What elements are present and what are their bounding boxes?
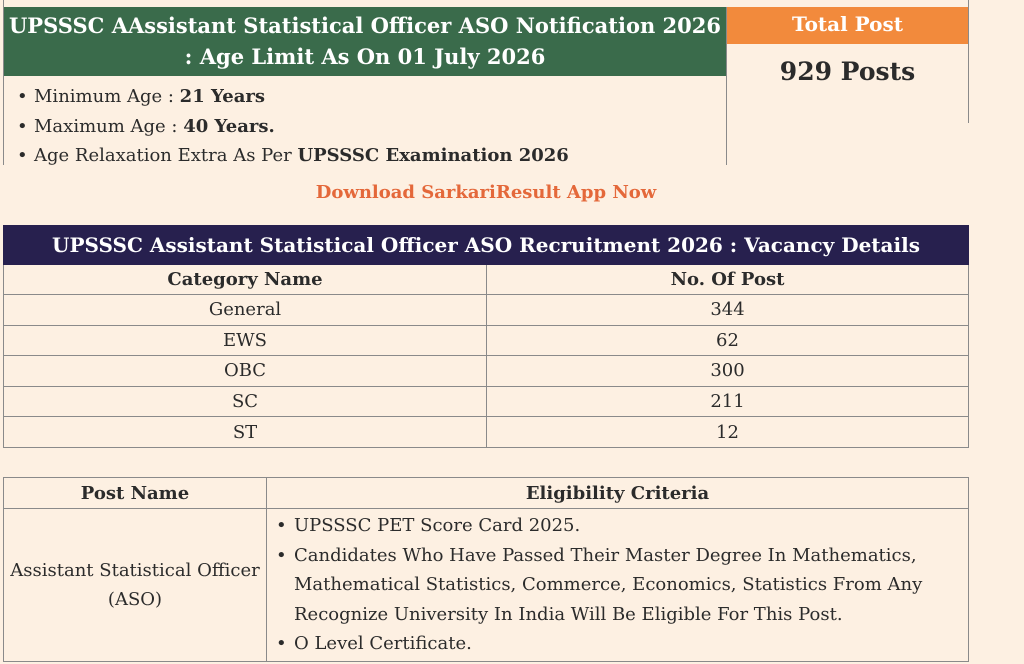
posts-cell: 344 xyxy=(486,294,969,326)
list-item: UPSSSC PET Score Card 2025. xyxy=(275,511,968,541)
list-item: Age Relaxation Extra As Per UPSSSC Exami… xyxy=(16,141,726,171)
posts-cell: 300 xyxy=(486,355,969,387)
total-post-panel: Total Post 929 Posts xyxy=(727,7,969,123)
download-app-link[interactable]: Download SarkariResult App Now xyxy=(315,182,657,203)
column-header-posts: No. Of Post xyxy=(486,264,969,295)
column-header-post-name: Post Name xyxy=(3,477,267,509)
list-item: Candidates Who Have Passed Their Master … xyxy=(275,541,968,630)
table-row: General 344 xyxy=(3,294,969,326)
category-cell: EWS xyxy=(3,324,487,357)
table-row: Assistant Statistical Officer (ASO) UPSS… xyxy=(3,508,969,662)
table-row: SC 211 xyxy=(3,385,969,418)
eligibility-table: Post Name Eligibility Criteria Assistant… xyxy=(3,477,969,662)
posts-cell: 211 xyxy=(486,385,969,418)
age-limit-panel: UPSSSC AAssistant Statistical Officer AS… xyxy=(3,7,727,170)
item-label: Minimum Age : xyxy=(34,86,180,107)
posts-cell: 12 xyxy=(486,416,969,448)
item-value: 21 Years xyxy=(179,86,266,107)
divider xyxy=(968,0,969,7)
column-header-category: Category Name xyxy=(3,264,487,295)
list-item: Maximum Age : 40 Years. xyxy=(16,112,726,142)
category-cell: SC xyxy=(3,385,487,418)
list-item: O Level Certificate. xyxy=(275,629,968,659)
age-limit-list: Minimum Age : 21 Years Maximum Age : 40 … xyxy=(4,76,726,171)
vacancy-title: UPSSSC Assistant Statistical Officer ASO… xyxy=(3,225,969,265)
post-name-cell: Assistant Statistical Officer (ASO) xyxy=(3,508,267,662)
age-limit-title: UPSSSC AAssistant Statistical Officer AS… xyxy=(4,7,726,76)
category-cell: General xyxy=(3,294,487,326)
item-value: 40 Years. xyxy=(183,115,275,137)
column-header-criteria: Eligibility Criteria xyxy=(266,477,969,509)
list-item: Minimum Age : 21 Years xyxy=(16,82,726,112)
total-post-value: 929 Posts xyxy=(779,57,916,86)
table-row: OBC 300 xyxy=(3,355,969,387)
item-label: Maximum Age : xyxy=(34,115,184,137)
item-label: Age Relaxation Extra As Per xyxy=(34,145,298,166)
posts-cell: 62 xyxy=(486,324,969,357)
criteria-cell: UPSSSC PET Score Card 2025. Candidates W… xyxy=(266,508,969,662)
vacancy-table: UPSSSC Assistant Statistical Officer ASO… xyxy=(3,225,969,448)
table-row: ST 12 xyxy=(3,416,969,448)
divider xyxy=(3,0,4,7)
table-row: EWS 62 xyxy=(3,324,969,357)
item-value: UPSSSC Examination 2026 xyxy=(297,145,569,166)
criteria-list: UPSSSC PET Score Card 2025. Candidates W… xyxy=(275,511,968,659)
total-post-label: Total Post xyxy=(727,7,968,44)
category-cell: OBC xyxy=(3,355,487,387)
category-cell: ST xyxy=(3,416,487,448)
